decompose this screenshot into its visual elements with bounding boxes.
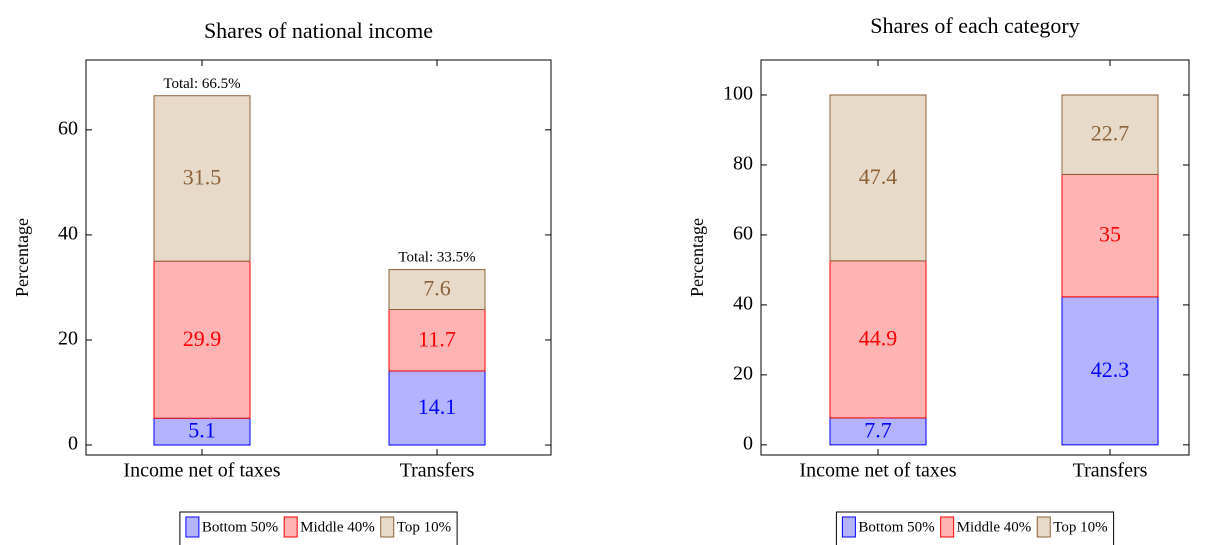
data-label: 29.9: [183, 326, 222, 351]
legend-label: Top 10%: [397, 519, 451, 535]
total-label: Total: 66.5%: [163, 76, 240, 92]
legend-swatch: [1036, 516, 1051, 538]
bar-segment: [388, 269, 486, 311]
data-label: 44.9: [859, 325, 898, 350]
x-tick-label: Income net of taxes: [799, 460, 956, 482]
legend-label: Bottom 50%: [202, 519, 278, 535]
y-tick-label: 40: [733, 293, 753, 315]
data-label: 42.3: [1091, 357, 1130, 382]
legend-label: Top 10%: [1053, 519, 1107, 535]
y-tick-label: 100: [723, 83, 753, 105]
y-tick-label: 60: [58, 117, 78, 139]
y-tick-label: 0: [743, 432, 753, 454]
bar-segment: [1061, 94, 1159, 175]
y-tick-label: 80: [733, 153, 753, 175]
y-axis-label: Percentage: [687, 218, 707, 297]
legend-box: [179, 511, 458, 545]
legend-swatch: [283, 516, 298, 538]
data-label: 31.5: [183, 164, 222, 189]
plot-frame: [760, 59, 1190, 456]
chart-title: Shares of each category: [870, 13, 1080, 38]
legend-label: Middle 40%: [957, 519, 1032, 535]
bar-segment: [153, 260, 251, 419]
x-tick-label: Transfers: [1073, 460, 1148, 482]
data-label: 11.7: [418, 326, 456, 351]
data-label: 22.7: [1091, 121, 1130, 146]
y-tick-label: 60: [733, 223, 753, 245]
legend-swatch: [940, 516, 955, 538]
y-axis-label: Percentage: [12, 218, 32, 297]
x-tick-label: Income net of taxes: [123, 460, 280, 482]
y-tick-label: 20: [733, 362, 753, 384]
legend-box: [835, 511, 1115, 545]
y-tick-label: 20: [58, 328, 78, 350]
bar-segment: [829, 260, 927, 419]
y-tick-label: 40: [58, 223, 78, 245]
chart-title: Shares of national income: [204, 18, 433, 43]
y-tick-label: 0: [68, 433, 78, 455]
legend-label: Middle 40%: [300, 519, 375, 535]
bar-segment: [388, 309, 486, 372]
bar-segment: [153, 95, 251, 262]
data-label: 47.4: [859, 164, 898, 189]
bar-segment: [829, 417, 927, 446]
bar-segment: [1061, 173, 1159, 298]
data-label: 7.6: [423, 276, 451, 301]
data-label: 35: [1099, 222, 1121, 247]
total-label: Total: 33.5%: [398, 249, 475, 265]
data-label: 7.7: [864, 417, 892, 442]
x-tick-label: Transfers: [400, 460, 475, 482]
bar-segment: [829, 94, 927, 262]
legend-label: Bottom 50%: [858, 519, 934, 535]
plot-frame: [85, 59, 552, 456]
bar-segment: [1061, 296, 1159, 446]
data-label: 14.1: [418, 394, 457, 419]
legend-swatch: [380, 516, 395, 538]
legend-swatch: [185, 516, 200, 538]
legend-swatch: [841, 516, 856, 538]
data-label: 5.1: [188, 418, 216, 443]
